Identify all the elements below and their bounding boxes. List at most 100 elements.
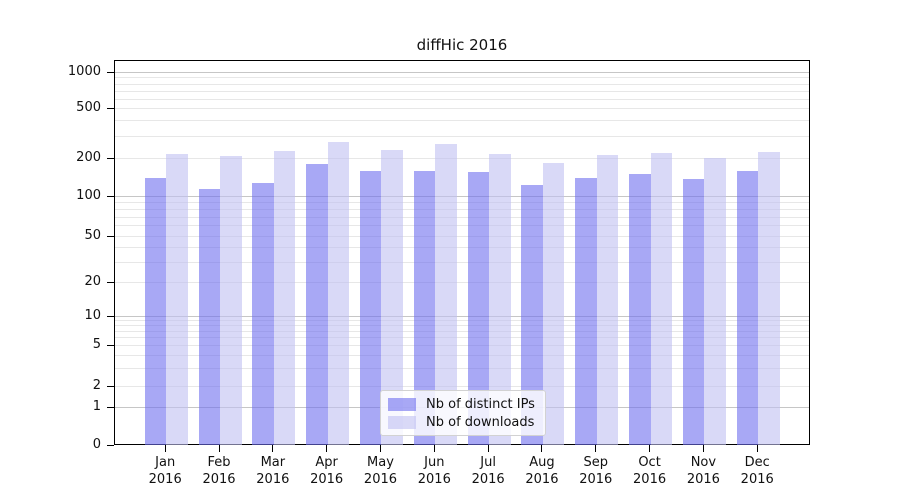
x-tick-label: Jul 2016 bbox=[471, 455, 505, 487]
y-tick-mark bbox=[107, 71, 114, 73]
gridline bbox=[115, 367, 809, 369]
legend-swatch-downloads bbox=[388, 415, 416, 429]
y-tick-mark bbox=[107, 385, 114, 387]
bar-distinct-ips bbox=[413, 170, 436, 445]
x-tick-label: Dec 2016 bbox=[740, 455, 774, 487]
y-tick-label: 200 bbox=[76, 150, 101, 165]
y-tick-label: 1000 bbox=[67, 64, 101, 79]
y-tick-mark bbox=[107, 107, 114, 109]
legend-label-downloads: Nb of downloads bbox=[426, 414, 535, 430]
gridline bbox=[115, 202, 809, 204]
bar-downloads bbox=[758, 152, 780, 445]
plot-area bbox=[114, 60, 810, 445]
gridline bbox=[115, 77, 809, 79]
legend-item-distinct-ips: Nb of distinct IPs bbox=[388, 397, 545, 412]
gridline bbox=[115, 83, 809, 85]
gridline bbox=[115, 90, 809, 92]
gridline bbox=[115, 261, 809, 263]
y-tick-mark bbox=[107, 406, 114, 408]
gridline bbox=[115, 98, 809, 100]
gridline bbox=[115, 225, 809, 227]
bar-distinct-ips bbox=[144, 177, 167, 445]
bar-downloads bbox=[327, 141, 350, 445]
y-tick-mark bbox=[107, 195, 114, 197]
bar-distinct-ips bbox=[359, 171, 382, 445]
bar-downloads bbox=[596, 155, 619, 445]
bar-distinct-ips bbox=[521, 184, 543, 445]
gridline bbox=[115, 320, 809, 322]
bar-downloads bbox=[489, 153, 511, 445]
gridline bbox=[115, 208, 809, 210]
y-tick-label: 20 bbox=[84, 274, 101, 289]
chart-title: diffHic 2016 bbox=[416, 36, 508, 54]
x-tick-label: Jan 2016 bbox=[148, 455, 182, 487]
x-tick-label: Nov 2016 bbox=[686, 455, 720, 487]
x-tick-mark bbox=[487, 445, 489, 452]
bar-downloads bbox=[542, 162, 565, 445]
gridline bbox=[115, 120, 809, 122]
x-tick-mark bbox=[433, 445, 435, 452]
x-tick-label: Aug 2016 bbox=[525, 455, 559, 487]
y-tick-mark bbox=[107, 157, 114, 159]
y-tick-label: 5 bbox=[92, 337, 101, 352]
gridline bbox=[115, 72, 809, 73]
gridline bbox=[115, 354, 809, 356]
y-tick-label: 500 bbox=[76, 100, 101, 115]
bar-distinct-ips bbox=[575, 177, 597, 445]
gridline bbox=[115, 325, 809, 327]
legend-swatch-distinct-ips bbox=[388, 397, 416, 411]
y-tick-label: 100 bbox=[76, 188, 101, 203]
x-tick-label: Jun 2016 bbox=[417, 455, 451, 487]
legend-item-downloads: Nb of downloads bbox=[388, 415, 545, 430]
gridline bbox=[115, 316, 809, 317]
x-tick-mark bbox=[595, 445, 597, 452]
y-tick-label: 0 bbox=[92, 437, 101, 452]
y-tick-mark bbox=[107, 281, 114, 283]
gridline bbox=[115, 108, 809, 109]
y-tick-label: 2 bbox=[92, 378, 101, 393]
x-tick-mark bbox=[218, 445, 220, 452]
bar-downloads bbox=[381, 150, 403, 445]
bar-distinct-ips bbox=[629, 174, 651, 445]
y-tick-mark bbox=[107, 315, 114, 317]
bar-distinct-ips bbox=[252, 183, 274, 445]
y-tick-mark bbox=[107, 444, 114, 446]
x-tick-label: Oct 2016 bbox=[633, 455, 667, 487]
gridline bbox=[115, 247, 809, 249]
gridline bbox=[115, 345, 809, 346]
x-tick-mark bbox=[272, 445, 274, 452]
x-tick-mark bbox=[702, 445, 704, 452]
y-tick-label: 50 bbox=[84, 228, 101, 243]
y-tick-label: 1 bbox=[92, 399, 101, 414]
x-tick-label: Sep 2016 bbox=[579, 455, 613, 487]
y-tick-label: 10 bbox=[84, 308, 101, 323]
gridline bbox=[115, 386, 809, 387]
bar-downloads bbox=[166, 154, 188, 445]
gridline bbox=[115, 216, 809, 218]
bar-distinct-ips bbox=[198, 189, 221, 445]
gridline bbox=[115, 158, 809, 159]
bar-downloads bbox=[273, 151, 296, 445]
bar-distinct-ips bbox=[736, 170, 759, 445]
x-tick-label: Mar 2016 bbox=[256, 455, 290, 487]
bar-downloads bbox=[220, 156, 242, 445]
gridline bbox=[115, 135, 809, 137]
gridline bbox=[115, 196, 809, 197]
bar-downloads bbox=[650, 153, 673, 445]
x-tick-mark bbox=[756, 445, 758, 452]
x-tick-mark bbox=[379, 445, 381, 452]
x-tick-label: Apr 2016 bbox=[310, 455, 344, 487]
x-tick-mark bbox=[541, 445, 543, 452]
gridline bbox=[115, 337, 809, 339]
bar-distinct-ips bbox=[682, 178, 705, 445]
gridline bbox=[115, 236, 809, 237]
y-tick-mark bbox=[107, 235, 114, 237]
bar-distinct-ips bbox=[306, 164, 328, 445]
gridline bbox=[115, 282, 809, 283]
bar-downloads bbox=[435, 143, 457, 445]
gridline bbox=[115, 330, 809, 332]
x-tick-mark bbox=[164, 445, 166, 452]
y-tick-mark bbox=[107, 344, 114, 346]
bar-distinct-ips bbox=[467, 171, 490, 445]
